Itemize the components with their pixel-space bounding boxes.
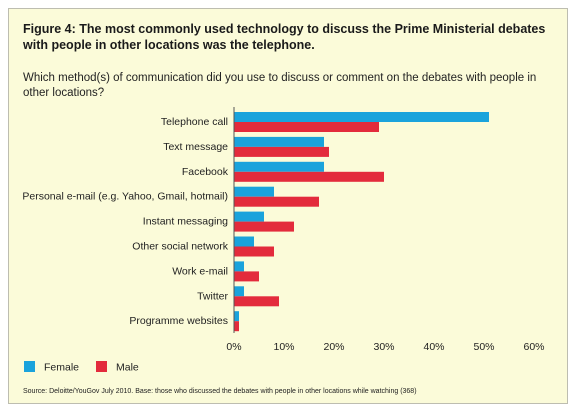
x-tick-label: 40% [423,341,444,353]
category-label: Facebook [182,166,229,178]
category-label: Programme websites [129,315,228,327]
male-bar [234,196,319,207]
x-tick-label: 30% [373,341,394,353]
figure-question: Which method(s) of communication did you… [23,72,537,99]
category-label: Personal e-mail (e.g. Yahoo, Gmail, hotm… [22,191,228,203]
female-bar [234,211,264,222]
legend-label-female: Female [44,362,79,374]
female-bar [234,112,489,122]
x-tick-label: 50% [473,341,494,353]
legend-swatch-male [96,361,107,372]
male-bar [234,122,379,132]
x-tick-label: 10% [273,341,294,353]
category-label: Text message [163,141,228,153]
figure-panel: Figure 4: The most commonly used technol… [8,8,568,404]
category-label: Work e-mail [172,265,228,277]
male-bar [234,171,384,182]
x-tick-label: 20% [323,341,344,353]
figure-source: Source: Deloitte/YouGov July 2010. Base:… [23,388,417,395]
male-bar [234,146,329,157]
legend-swatch-female [24,361,35,372]
female-bar [234,261,244,272]
female-bar [234,136,324,147]
male-bar [234,221,294,232]
figure-title: Figure 4: The most commonly used technol… [23,22,546,52]
male-bar [234,246,274,257]
x-tick-label: 0% [226,341,241,353]
female-bar [234,236,254,247]
female-bar [234,186,274,197]
male-bar [234,296,279,307]
female-bar [234,286,244,297]
category-label: Other social network [132,241,228,253]
female-bar [234,161,324,172]
legend-label-male: Male [116,362,139,374]
category-label: Instant messaging [143,216,228,228]
female-bar [234,311,239,322]
category-label: Twitter [197,290,228,302]
male-bar [234,271,259,282]
category-label: Telephone call [161,116,228,128]
male-bar [234,321,239,332]
x-tick-label: 60% [523,341,544,353]
